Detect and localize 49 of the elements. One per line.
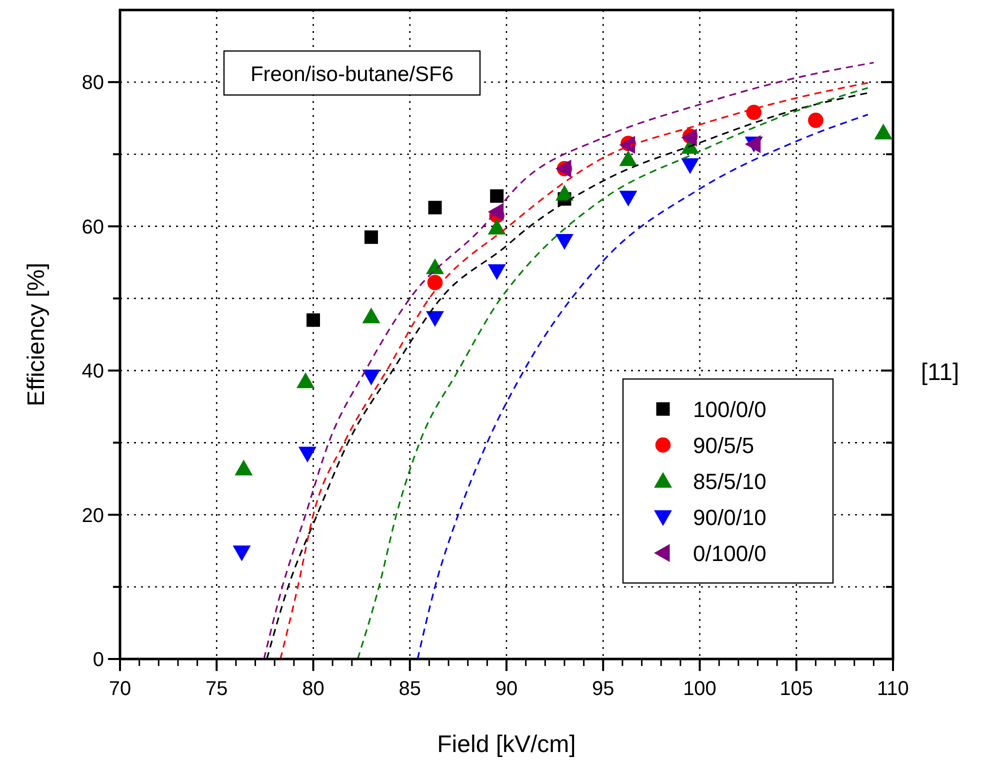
point	[619, 150, 638, 166]
x-axis-title: Field [kV/cm]	[437, 731, 576, 758]
point	[426, 311, 444, 327]
point	[555, 184, 574, 201]
point	[681, 128, 697, 147]
x-tick-label: 95	[592, 678, 614, 700]
x-tick-label: 105	[780, 678, 814, 700]
point	[232, 546, 251, 562]
point	[488, 264, 506, 280]
point	[490, 189, 504, 203]
x-tick-label: 80	[302, 678, 324, 700]
point	[364, 230, 378, 244]
x-tick-label: 85	[398, 678, 421, 700]
y-tick-label: 20	[82, 504, 104, 527]
point	[234, 460, 253, 476]
y-tick-label: 60	[82, 216, 104, 238]
legend-label: 90/0/10	[693, 505, 766, 530]
y-axis-title: Efficiency [%]	[23, 262, 50, 406]
annotation: Freon/iso-butane/SF6	[250, 63, 454, 86]
line-series	[416, 114, 869, 659]
point	[555, 234, 574, 250]
legend-label: 0/100/0	[693, 541, 766, 566]
legend-label: 100/0/0	[693, 397, 766, 422]
point	[681, 158, 700, 174]
point	[746, 104, 762, 120]
x-tick-label: 90	[495, 678, 518, 700]
x-tick-label: 75	[206, 678, 228, 700]
point	[296, 372, 315, 388]
legend-label: 90/5/5	[693, 433, 754, 458]
x-tick-label: 110	[877, 678, 909, 700]
point	[874, 124, 892, 140]
point	[362, 307, 380, 324]
point	[488, 202, 504, 221]
text: [11]	[920, 359, 960, 386]
point	[427, 274, 443, 290]
point	[808, 112, 824, 128]
y-tick-label: 80	[82, 72, 104, 94]
point	[619, 190, 638, 206]
point	[306, 313, 320, 327]
point	[426, 258, 444, 274]
point	[428, 200, 442, 214]
legend-label: 85/5/10	[693, 469, 766, 494]
y-tick-label: 0	[92, 649, 104, 671]
y-tick-label: 40	[82, 360, 104, 383]
point	[298, 446, 316, 462]
point	[488, 218, 506, 235]
point	[362, 370, 380, 386]
x-tick-label: 100	[683, 678, 716, 700]
x-tick-label: 70	[108, 678, 132, 700]
